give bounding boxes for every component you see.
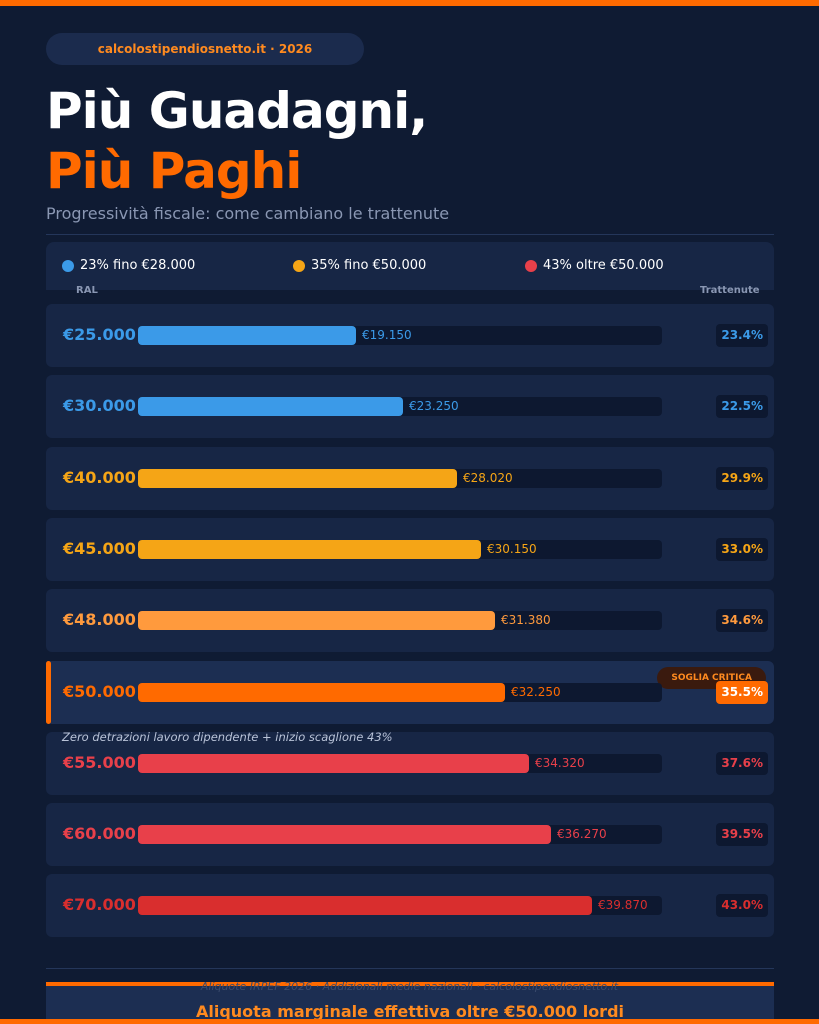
legend-dot (62, 259, 74, 272)
ral-label: €30.000 (63, 396, 136, 415)
legend-item-35: 35% fino €50.000 (293, 258, 426, 273)
net-salary-label: €32.250 (511, 685, 561, 699)
net-salary-bar (138, 397, 403, 416)
trattenute-percent-badge: 23.4% (716, 324, 768, 347)
ral-label: €45.000 (63, 539, 136, 558)
chart-row: €45.000 €30.150 33.0% (46, 518, 774, 581)
net-salary-bar (138, 611, 495, 630)
net-salary-bar (138, 326, 356, 345)
trattenute-percent-badge: 33.0% (716, 538, 768, 561)
chart-row: €60.000 €36.270 39.5% (46, 803, 774, 866)
trattenute-percent-badge: 22.5% (716, 395, 768, 418)
legend-label: 23% fino €28.000 (80, 258, 196, 273)
net-salary-label: €19.150 (362, 328, 412, 342)
site-badge-text: calcolostipendiosnetto.it · 2026 (97, 42, 313, 56)
footer-source: Aliquote IRPEF 2026 · Addizionali medie … (200, 980, 619, 993)
ral-label: €70.000 (63, 895, 136, 914)
ral-label: €50.000 (63, 682, 136, 701)
ral-label: €25.000 (63, 325, 136, 344)
divider (46, 234, 774, 235)
ral-label: €48.000 (63, 610, 136, 629)
trattenute-percent-badge: 43.0% (716, 894, 768, 917)
chart-row: €40.000 €28.020 29.9% (46, 447, 774, 510)
footer-banner-text: Aliquota marginale effettiva oltre €50.0… (195, 1002, 625, 1019)
chart-row: €25.000 €19.150 23.4% (46, 304, 774, 367)
chart-row: €30.000 €23.250 22.5% (46, 375, 774, 438)
net-salary-label: €28.020 (463, 471, 513, 485)
legend-label: 43% oltre €50.000 (543, 258, 664, 273)
trattenute-percent-badge: 34.6% (716, 609, 768, 632)
top-accent-stripe (0, 0, 819, 6)
legend-dot (525, 259, 537, 272)
page-title-line-2: Più Paghi (46, 142, 302, 200)
net-salary-label: €34.320 (535, 756, 585, 770)
chart-row: €70.000 €39.870 43.0% (46, 874, 774, 937)
column-header-trattenute: Trattenute (700, 285, 760, 296)
legend-label: 35% fino €50.000 (311, 258, 427, 273)
legend-item-43: 43% oltre €50.000 (525, 258, 664, 273)
net-salary-bar (138, 469, 457, 488)
net-salary-label: €30.150 (487, 542, 537, 556)
threshold-note: Zero detrazioni lavoro dipendente + iniz… (62, 730, 393, 744)
footer-banner: Aliquota marginale effettiva oltre €50.0… (46, 982, 774, 1019)
net-salary-bar (138, 754, 529, 773)
chart-row: €48.000 €31.380 34.6% (46, 589, 774, 652)
page-subtitle: Progressività fiscale: come cambiano le … (46, 204, 450, 223)
ral-label: €55.000 (63, 753, 136, 772)
bottom-accent-stripe (0, 1019, 819, 1024)
legend: 23% fino €28.000 35% fino €50.000 43% ol… (46, 242, 774, 290)
ral-label: €60.000 (63, 824, 136, 843)
divider (46, 968, 774, 969)
trattenute-percent-badge: 35.5% (716, 681, 768, 704)
net-salary-bar (138, 896, 592, 915)
trattenute-percent-badge: 29.9% (716, 467, 768, 490)
site-badge: calcolostipendiosnetto.it · 2026 (46, 33, 364, 65)
ral-label: €40.000 (63, 468, 136, 487)
net-salary-label: €39.870 (598, 898, 648, 912)
legend-dot (293, 259, 305, 272)
chart-row: €55.000 €34.320 37.6% (46, 732, 774, 795)
net-salary-bar (138, 825, 551, 844)
trattenute-percent-badge: 37.6% (716, 752, 768, 775)
legend-item-23: 23% fino €28.000 (62, 258, 195, 273)
row-highlight-accent (46, 661, 51, 724)
net-salary-bar (138, 540, 481, 559)
column-header-ral: RAL (76, 285, 98, 296)
net-salary-label: €31.380 (501, 613, 551, 627)
page-title-line-1: Più Guadagni, (46, 82, 428, 140)
trattenute-percent-badge: 39.5% (716, 823, 768, 846)
net-salary-bar (138, 683, 505, 702)
net-salary-label: €36.270 (557, 827, 607, 841)
chart-row: SOGLIA CRITICA €50.000 €32.250 35.5% (46, 661, 774, 724)
net-salary-label: €23.250 (409, 399, 459, 413)
